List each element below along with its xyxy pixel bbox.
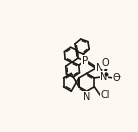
Text: N: N: [96, 63, 103, 73]
Text: O: O: [102, 58, 109, 68]
Text: O: O: [113, 73, 120, 83]
Text: P: P: [82, 56, 88, 66]
Text: Cl: Cl: [101, 90, 110, 100]
Text: N: N: [83, 92, 90, 102]
Text: N: N: [100, 72, 108, 82]
Text: −: −: [113, 71, 120, 80]
